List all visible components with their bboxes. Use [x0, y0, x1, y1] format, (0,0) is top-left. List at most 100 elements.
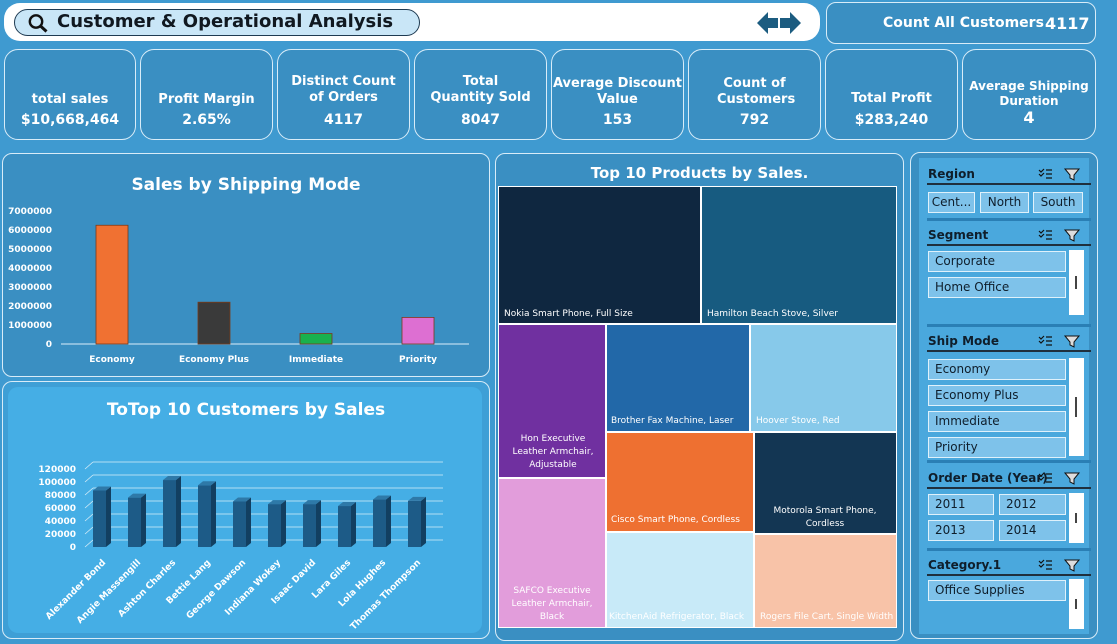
search-pill[interactable]: Customer & Operational Analysis	[14, 9, 420, 36]
slicer-scrollbar[interactable]	[1069, 493, 1084, 543]
slicer-icons	[1038, 335, 1081, 348]
y-tick-label: 5000000	[8, 245, 52, 255]
customers-bar-chart: 120000 100000 80000 60000 40000 20000 0 Alexand…	[38, 461, 443, 632]
slicer-title-order-date: Order Date (Year)	[928, 471, 1048, 485]
multi-select-icon[interactable]	[1038, 559, 1052, 570]
kpi-value: 8047	[461, 112, 500, 128]
bar-side	[176, 476, 181, 547]
kpi-value: 153	[602, 112, 633, 128]
arrow-right-icon[interactable]	[780, 12, 801, 34]
bar-side	[281, 500, 286, 547]
bar-top	[163, 476, 181, 481]
bar-side	[246, 497, 251, 547]
filter-icon[interactable]	[1063, 472, 1081, 485]
kpi-label: Count of Customers	[717, 76, 796, 107]
tile-label: Cisco Smart Phone, Cordless	[611, 515, 740, 525]
kpi-distinct-orders: Distinct Count of Orders 4117	[277, 49, 410, 140]
slicer-option-office-supplies[interactable]: Office Supplies	[928, 580, 1066, 601]
slicer-option-immediate[interactable]: Immediate	[928, 411, 1066, 432]
slicer-icons	[1038, 472, 1081, 485]
chart-title: ToTop 10 Customers by Sales	[106, 400, 386, 420]
y-tick-label: 20000	[45, 530, 76, 540]
slicer-option-north[interactable]: North	[980, 192, 1029, 213]
y-tick-label: 60000	[45, 504, 76, 514]
treemap-tile[interactable]: Hamilton Beach Stove, Silver	[701, 186, 897, 324]
filter-icon[interactable]	[1063, 335, 1081, 348]
arrow-left-icon[interactable]	[757, 12, 778, 34]
multi-select-icon[interactable]	[1038, 472, 1052, 483]
kpi-value: 4	[1023, 108, 1035, 127]
bar-top	[338, 502, 356, 507]
slicer-option-home-office[interactable]: Home Office	[928, 277, 1066, 298]
multi-select-icon[interactable]	[1038, 168, 1052, 179]
gridline	[84, 513, 94, 522]
tile-label: Brother Fax Machine, Laser	[611, 416, 734, 426]
bar-side	[421, 496, 426, 547]
filter-icon[interactable]	[1063, 559, 1081, 572]
tile-label: Motorola Smart Phone, Cordless	[773, 506, 877, 529]
bar	[197, 301, 231, 345]
filter-icon[interactable]	[1063, 229, 1081, 242]
filter-icon[interactable]	[1063, 168, 1081, 181]
y-tick-label: 0	[46, 340, 52, 350]
bar-top	[93, 486, 111, 491]
kpi-total-profit: Total Profit $283,240	[825, 49, 958, 140]
y-tick-label: 6000000	[8, 226, 52, 236]
chart-title: Sales by Shipping Mode	[131, 175, 361, 195]
slicer-column: Region Cent... North South Segment Corpo…	[919, 158, 1091, 634]
slicer-title-region: Region	[928, 167, 975, 181]
y-tick-label: 80000	[45, 491, 76, 501]
divider	[927, 324, 1091, 327]
bar	[268, 504, 281, 547]
kpi-label: Average Discount Value	[552, 76, 683, 107]
x-tick-label: Economy Plus	[179, 355, 249, 365]
slicer-option-priority[interactable]: Priority	[928, 437, 1066, 458]
slicer-scrollbar[interactable]	[1069, 579, 1084, 629]
bar	[373, 499, 386, 547]
slicer-option-south[interactable]: South	[1033, 192, 1083, 213]
slicer-icons	[1038, 229, 1081, 242]
multi-select-icon[interactable]	[1038, 229, 1052, 240]
gridline	[84, 474, 94, 483]
kpi-total-quantity: Total Quantity Sold 8047	[414, 49, 547, 140]
multi-select-icon[interactable]	[1038, 335, 1052, 346]
treemap-tile[interactable]: Cisco Smart Phone, Cordless	[606, 432, 754, 532]
slicer-scrollbar[interactable]	[1069, 358, 1084, 456]
x-tick-label: Immediate	[289, 355, 343, 365]
slicer-option-2014[interactable]: 2014	[999, 520, 1066, 541]
kpi-label: Average Shipping Duration	[969, 79, 1089, 108]
bar-side	[351, 502, 356, 547]
treemap: Nokia Smart Phone, Full Size Hamilton Be…	[498, 186, 898, 628]
tile-label: Hon Executive Leather Armchair, Adjustab…	[512, 434, 594, 470]
treemap-tile[interactable]: Hoover Stove, Red	[750, 324, 897, 432]
treemap-tile[interactable]: KitchenAid Refrigerator, Black	[606, 532, 754, 628]
treemap-tile[interactable]: Rogers File Cart, Single Width	[754, 534, 897, 628]
y-tick-label: 2000000	[8, 302, 52, 312]
y-tick-label: 120000	[38, 465, 76, 475]
treemap-tile[interactable]: Hon Executive Leather Armchair, Adjustab…	[498, 324, 606, 478]
slicer-scrollbar[interactable]	[1069, 250, 1084, 315]
slicer-option-economy-plus[interactable]: Economy Plus	[928, 385, 1066, 406]
tile-label: Nokia Smart Phone, Full Size	[504, 309, 633, 319]
treemap-tile[interactable]: Brother Fax Machine, Laser	[606, 324, 750, 432]
x-tick-label: Priority	[399, 355, 437, 365]
gridline	[84, 539, 94, 548]
slicer-option-central[interactable]: Cent...	[928, 192, 975, 213]
kpi-value: $10,668,464	[20, 112, 120, 128]
divider	[927, 548, 1091, 551]
slicer-option-2013[interactable]: 2013	[928, 520, 994, 541]
slicer-icons	[1038, 168, 1081, 181]
treemap-tile[interactable]: Motorola Smart Phone, Cordless	[754, 432, 897, 534]
slicer-option-economy[interactable]: Economy	[928, 359, 1066, 380]
treemap-tile[interactable]: SAFCO Executive Leather Armchair, Black	[498, 478, 606, 628]
bar	[303, 504, 316, 547]
bar	[198, 485, 211, 547]
slicer-option-2011[interactable]: 2011	[928, 494, 994, 515]
slicer-option-2012[interactable]: 2012	[999, 494, 1066, 515]
kpi-average-discount: Average Discount Value 153	[551, 49, 684, 140]
bar	[128, 497, 141, 547]
title-bar: Customer & Operational Analysis	[4, 3, 820, 41]
bar-top	[373, 495, 391, 500]
slicer-option-corporate[interactable]: Corporate	[928, 251, 1066, 272]
treemap-tile[interactable]: Nokia Smart Phone, Full Size	[498, 186, 701, 324]
